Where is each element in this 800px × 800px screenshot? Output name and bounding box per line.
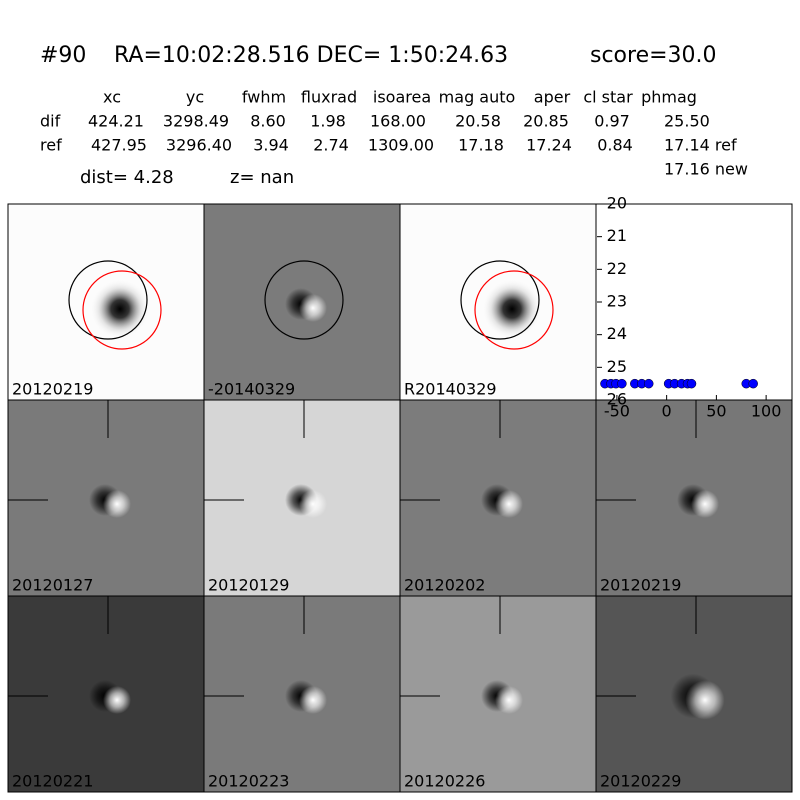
panel-label: 20120219 bbox=[12, 380, 93, 399]
data-point bbox=[643, 378, 654, 389]
column-header: cl star bbox=[583, 88, 633, 107]
table-cell: dif bbox=[40, 112, 61, 131]
x-tick-label: 0 bbox=[662, 402, 672, 421]
dipole-light bbox=[299, 686, 327, 714]
ref-circle bbox=[460, 260, 540, 340]
table-cell: 3.94 bbox=[253, 136, 289, 155]
table-cell: 25.50 bbox=[664, 112, 710, 131]
x-tick-label: -50 bbox=[604, 402, 630, 421]
score: score=30.0 bbox=[590, 43, 717, 68]
dipole-light bbox=[103, 686, 131, 714]
panel-label: 20120221 bbox=[12, 772, 93, 791]
table-cell: 20.85 bbox=[523, 112, 569, 131]
y-tick-label: 23 bbox=[607, 292, 627, 311]
data-point bbox=[686, 378, 697, 389]
star-blob bbox=[482, 279, 542, 339]
column-header: fluxrad bbox=[301, 88, 357, 107]
data-point bbox=[617, 378, 627, 389]
table-cell: 8.60 bbox=[250, 112, 286, 131]
table-cell: 2.74 bbox=[313, 136, 349, 155]
dipole-light bbox=[685, 680, 725, 720]
phmag-new: 17.16 new bbox=[664, 160, 748, 179]
table-cell: 1.98 bbox=[310, 112, 346, 131]
panel-label: 20120229 bbox=[600, 772, 681, 791]
table-cell: 168.00 bbox=[370, 112, 426, 131]
table-cell: 0.84 bbox=[597, 136, 633, 155]
ref-circle bbox=[68, 260, 148, 340]
panel-label: R20140329 bbox=[404, 380, 497, 399]
y-tick-label: 22 bbox=[607, 259, 627, 278]
y-tick-label: 24 bbox=[607, 324, 627, 343]
column-header: yc bbox=[186, 88, 204, 107]
table-cell: 17.14 ref bbox=[664, 136, 737, 155]
column-header: phmag bbox=[641, 88, 697, 107]
x-tick-label: 100 bbox=[751, 402, 782, 421]
panel-label: -20140329 bbox=[208, 380, 295, 399]
table-cell: ref bbox=[40, 136, 62, 155]
table-cell: 17.18 bbox=[458, 136, 504, 155]
panel-label: 20120219 bbox=[600, 576, 681, 595]
y-tick-label: 20 bbox=[607, 194, 627, 213]
dipole-light bbox=[691, 490, 719, 518]
dipole-light bbox=[103, 490, 131, 518]
y-tick-label: 25 bbox=[607, 357, 627, 376]
det-circle bbox=[474, 270, 554, 350]
panel-label: 20120226 bbox=[404, 772, 485, 791]
table-cell: 427.95 bbox=[91, 136, 147, 155]
distance: dist= 4.28 bbox=[80, 167, 174, 188]
table-cell: 17.24 bbox=[526, 136, 572, 155]
table-cell: 3296.40 bbox=[166, 136, 232, 155]
star-blob bbox=[90, 279, 150, 339]
panel-label: 20120127 bbox=[12, 576, 93, 595]
table-cell: 1309.00 bbox=[368, 136, 434, 155]
column-header: mag auto bbox=[439, 88, 516, 107]
data-point bbox=[748, 378, 758, 389]
dipole-light bbox=[299, 490, 327, 518]
column-header: aper bbox=[534, 88, 571, 107]
column-header: fwhm bbox=[242, 88, 286, 107]
column-header: isoarea bbox=[373, 88, 431, 107]
coordinates: RA=10:02:28.516 DEC= 1:50:24.63 bbox=[114, 43, 508, 68]
x-tick-label: 50 bbox=[706, 402, 726, 421]
dipole-light bbox=[495, 490, 523, 518]
target-id: #90 bbox=[40, 43, 86, 68]
panel-label: 20120202 bbox=[404, 576, 485, 595]
dipole-light bbox=[495, 686, 523, 714]
panel-frame bbox=[595, 203, 793, 401]
table-cell: 3298.49 bbox=[163, 112, 229, 131]
column-header: xc bbox=[103, 88, 121, 107]
panel-label: 20120129 bbox=[208, 576, 289, 595]
table-cell: 0.97 bbox=[594, 112, 630, 131]
dipole-light bbox=[299, 294, 327, 322]
det-circle bbox=[82, 270, 162, 350]
table-cell: 20.58 bbox=[455, 112, 501, 131]
table-cell: 424.21 bbox=[88, 112, 144, 131]
panel-label: 20120223 bbox=[208, 772, 289, 791]
ref-circle bbox=[264, 260, 344, 340]
y-tick-label: 21 bbox=[607, 226, 627, 245]
redshift: z= nan bbox=[230, 167, 294, 188]
